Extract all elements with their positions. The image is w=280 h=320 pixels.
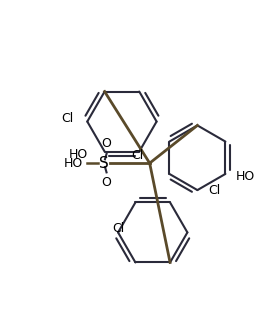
Text: Cl: Cl (112, 222, 124, 235)
Text: Cl: Cl (132, 149, 144, 162)
Text: HO: HO (64, 156, 83, 170)
Text: O: O (102, 137, 111, 150)
Text: Cl: Cl (208, 184, 220, 196)
Text: Cl: Cl (61, 112, 73, 125)
Text: O: O (102, 176, 111, 189)
Text: S: S (99, 156, 108, 171)
Text: HO: HO (236, 170, 255, 183)
Text: HO: HO (68, 148, 88, 161)
